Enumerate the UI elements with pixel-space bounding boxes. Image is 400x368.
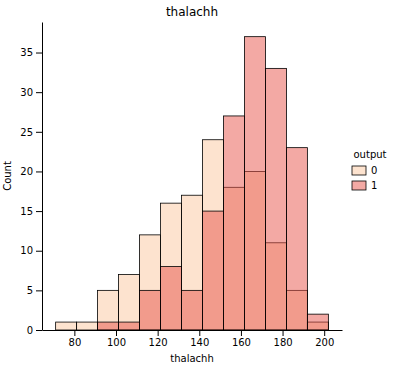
y-tick-mark — [36, 290, 42, 291]
histogram-bar — [202, 211, 223, 330]
x-tick: 200 — [315, 330, 334, 348]
y-tick: 10 — [20, 245, 42, 256]
x-tick: 140 — [190, 330, 209, 348]
y-tick-label: 10 — [20, 245, 33, 256]
y-tick-mark — [36, 330, 42, 331]
histogram-bar — [182, 195, 203, 330]
y-tick: 5 — [27, 285, 42, 296]
y-tick: 15 — [20, 206, 42, 217]
y-tick-label: 30 — [20, 87, 33, 98]
y-tick-label: 15 — [20, 206, 33, 217]
histogram-bar — [119, 322, 140, 330]
y-axis-line — [42, 23, 43, 331]
x-tick-mark — [74, 330, 75, 336]
histogram-bar — [307, 314, 328, 330]
x-tick: 100 — [107, 330, 126, 348]
histogram-bar — [56, 330, 77, 331]
x-tick-label: 180 — [274, 337, 293, 348]
y-tick: 20 — [20, 166, 42, 177]
histogram-bar — [286, 148, 307, 330]
y-tick: 35 — [20, 47, 42, 58]
x-tick: 180 — [274, 330, 293, 348]
y-tick-mark — [36, 211, 42, 212]
x-tick-label: 100 — [107, 337, 126, 348]
y-axis: 0 5 10 15 20 25 30 35 — [20, 23, 42, 336]
y-tick-label: 5 — [27, 285, 33, 296]
legend-swatch — [352, 166, 366, 175]
legend-label: 1 — [371, 180, 377, 191]
histogram-bar — [161, 203, 182, 330]
x-tick-label: 120 — [149, 337, 168, 348]
x-tick-label: 160 — [232, 337, 251, 348]
bars — [56, 37, 329, 330]
histogram-bar — [265, 68, 286, 330]
y-tick: 0 — [27, 325, 42, 336]
plot: 80 100 120 140 160 180 200 0 5 10 15 20 25 30 35 — [20, 23, 342, 349]
histogram-bar — [98, 290, 119, 330]
title: thalachh — [166, 5, 218, 19]
x-tick: 160 — [232, 330, 251, 348]
histogram-bar — [161, 267, 182, 330]
legend-item: 0 — [352, 165, 377, 176]
histogram-bar — [223, 116, 244, 330]
x-tick-mark — [241, 330, 242, 336]
histogram-bar — [77, 322, 98, 330]
y-tick-mark — [36, 92, 42, 93]
y-tick-mark — [36, 132, 42, 133]
x-tick-mark — [324, 330, 325, 336]
histogram-bar — [182, 290, 203, 330]
x-tick-mark — [283, 330, 284, 336]
y-tick-label: 20 — [20, 166, 33, 177]
histogram-bar — [140, 290, 161, 330]
x-tick-mark — [158, 330, 159, 336]
y-tick-mark — [36, 171, 42, 172]
x-axis: 80 100 120 140 160 180 200 — [43, 330, 343, 348]
chart: 8010012014016018020005101520253035thalac… — [0, 0, 400, 368]
series-bars — [98, 37, 329, 330]
y-tick-label: 35 — [20, 47, 33, 58]
x-tick-mark — [116, 330, 117, 336]
legend-title: output — [354, 149, 387, 160]
y-tick-label: 25 — [20, 127, 33, 138]
y-axis-title: Count — [2, 161, 13, 191]
x-tick-mark — [199, 330, 200, 336]
y-tick: 25 — [20, 127, 42, 138]
histogram-bar — [77, 330, 98, 331]
y-tick-label: 0 — [27, 325, 33, 336]
legend-item: 1 — [352, 180, 377, 191]
x-tick-label: 140 — [190, 337, 209, 348]
x-axis-title: thalachh — [170, 353, 213, 364]
histogram-bar — [140, 235, 161, 330]
y-tick-mark — [36, 53, 42, 54]
legend: output 0 1 — [352, 149, 387, 191]
histogram-bar — [119, 275, 140, 330]
x-tick: 80 — [69, 330, 82, 348]
x-tick-label: 80 — [69, 337, 82, 348]
histogram-bar — [56, 322, 77, 330]
histogram-bar — [98, 322, 119, 330]
x-tick-label: 200 — [315, 337, 334, 348]
histogram-bar — [244, 37, 265, 330]
y-tick: 30 — [20, 87, 42, 98]
series-bars — [56, 140, 329, 330]
y-tick-mark — [36, 251, 42, 252]
legend-label: 0 — [371, 165, 377, 176]
histogram-bar — [202, 140, 223, 330]
x-axis-line — [43, 330, 343, 331]
x-tick: 120 — [149, 330, 168, 348]
legend-swatch — [352, 181, 366, 190]
